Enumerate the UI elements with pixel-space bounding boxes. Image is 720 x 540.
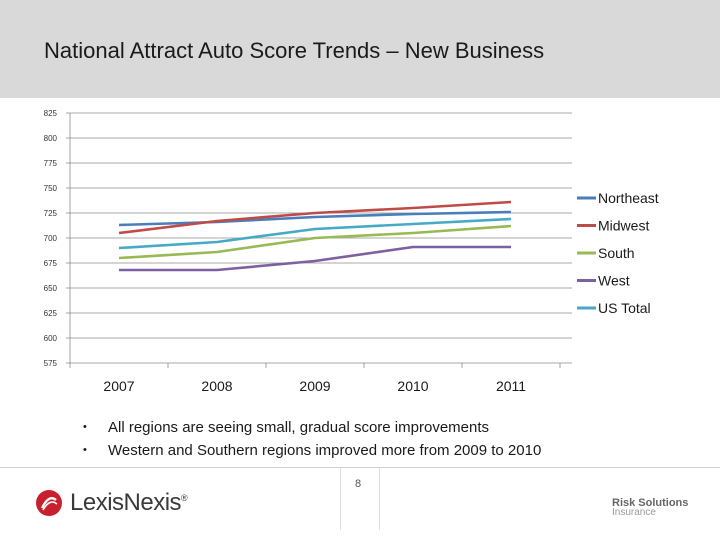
legend-label: Midwest bbox=[598, 218, 649, 234]
series-line-south bbox=[118, 224, 512, 260]
x-tick-label: 2007 bbox=[103, 378, 134, 394]
series-line-northeast bbox=[118, 210, 512, 227]
page-number: 8 bbox=[355, 478, 362, 490]
y-tick-label: 800 bbox=[44, 134, 58, 143]
legend-label: West bbox=[598, 273, 630, 289]
bullet-icon: • bbox=[83, 444, 87, 456]
risk-solutions-text: Risk Solutions bbox=[612, 497, 689, 509]
bullet-list: • All regions are seeing small, gradual s… bbox=[78, 416, 541, 462]
page-number-box bbox=[340, 468, 380, 530]
series-line-us-total bbox=[118, 217, 512, 250]
bullet-text: Western and Southern regions improved mo… bbox=[108, 442, 542, 459]
bullet-icon: • bbox=[83, 421, 87, 433]
slide-title: National Attract Auto Score Trends – New… bbox=[44, 38, 545, 63]
legend-label: South bbox=[598, 245, 635, 261]
line-chart: 575 600 625 650 675 700 725 750 775 800 825 2007 200… bbox=[44, 109, 659, 394]
risk-solutions-logo: Risk Solutions Insurance bbox=[612, 498, 688, 518]
y-tick-label: 675 bbox=[44, 259, 58, 268]
series-line-west bbox=[119, 245, 511, 272]
bullet-item: • All regions are seeing small, gradual s… bbox=[78, 416, 541, 439]
y-tick-label: 825 bbox=[44, 109, 58, 118]
footer-divider bbox=[0, 467, 720, 468]
y-tick-label: 775 bbox=[44, 159, 58, 168]
insurance-text: Insurance bbox=[612, 507, 656, 518]
y-tick-label: 725 bbox=[44, 209, 58, 218]
logo-text: LexisNexis® bbox=[70, 489, 188, 516]
y-tick-label: 700 bbox=[44, 234, 58, 243]
bullet-text: All regions are seeing small, gradual sc… bbox=[108, 419, 490, 436]
y-tick-label: 650 bbox=[44, 284, 58, 293]
y-tick-label: 575 bbox=[44, 359, 58, 368]
y-tick-label: 750 bbox=[44, 184, 58, 193]
y-tick-label: 625 bbox=[44, 309, 58, 318]
x-tick-label: 2010 bbox=[397, 378, 428, 394]
series-line-midwest bbox=[118, 200, 512, 235]
legend-label: Northeast bbox=[598, 190, 659, 206]
x-tick-label: 2011 bbox=[496, 378, 526, 394]
x-tick-label: 2008 bbox=[201, 378, 232, 394]
bullet-item: • Western and Southern regions improved m… bbox=[78, 439, 541, 462]
lexisnexis-emblem-icon bbox=[36, 490, 62, 516]
x-tick-label: 2009 bbox=[299, 378, 330, 394]
slide-header: National Attract Auto Score Trends – New… bbox=[0, 0, 720, 98]
legend-label: US Total bbox=[598, 300, 651, 316]
y-tick-label: 600 bbox=[44, 334, 58, 343]
lexisnexis-logo: LexisNexis® bbox=[34, 488, 188, 518]
